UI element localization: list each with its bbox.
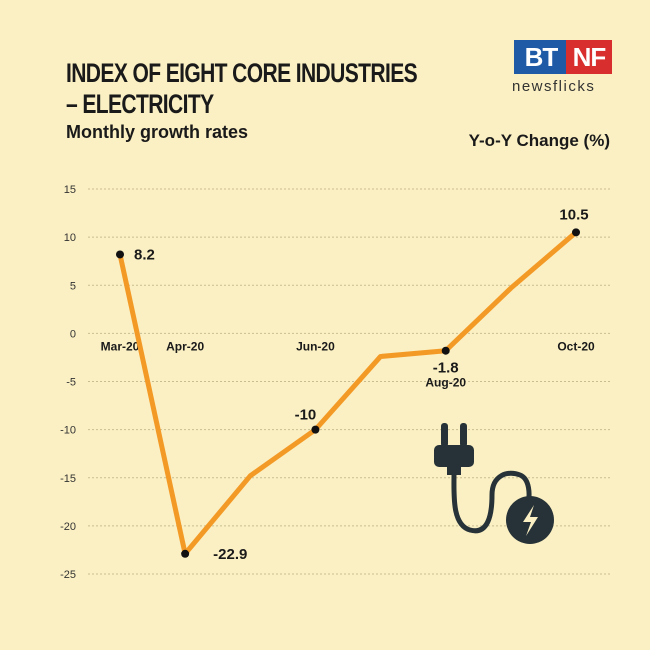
y-tick-label: -10 [60, 425, 76, 437]
x-tick-label: Apr-20 [166, 339, 204, 353]
gridlines [88, 188, 612, 575]
title-line-1: INDEX OF EIGHT CORE INDUSTRIES [66, 58, 418, 88]
y-axis-unit-label: Y-o-Y Change (%) [468, 131, 610, 150]
series-electricity [116, 228, 580, 558]
title-line-2: – ELECTRICITY [66, 89, 214, 119]
y-axis-ticks: 15 10 5 0 -5 -10 -15 -20 -25 [60, 184, 76, 581]
data-label: -22.9 [213, 546, 247, 563]
y-tick-label: 5 [70, 280, 76, 292]
plug-with-lightning-icon [434, 423, 554, 544]
x-tick-label: Aug-20 [425, 376, 466, 390]
y-tick-label: -20 [60, 521, 76, 533]
y-tick-label: 15 [64, 184, 76, 196]
y-tick-label: -25 [60, 569, 76, 581]
data-label: 8.2 [134, 246, 155, 263]
data-labels: 8.2 -22.9 -10 -1.8 10.5 [134, 206, 589, 562]
data-label: 10.5 [559, 206, 588, 223]
x-tick-label: Jun-20 [296, 339, 335, 353]
logo-nf-block: NF [566, 40, 612, 74]
data-point [116, 250, 124, 259]
logo-bt-block: BT [514, 40, 568, 74]
bt-newsflicks-logo: BT NF newsflicks [509, 40, 612, 96]
y-tick-label: 0 [70, 328, 76, 340]
data-point [441, 346, 450, 355]
x-tick-label: Oct-20 [557, 339, 595, 353]
data-point [311, 425, 320, 434]
x-axis-ticks: Mar-20 Apr-20 Jun-20 Oct-20 Aug-20 [101, 339, 595, 389]
y-tick-label: 10 [64, 232, 76, 244]
x-tick-label: Mar-20 [101, 339, 140, 353]
series-line [117, 229, 579, 557]
data-label: -10 [295, 407, 317, 424]
logo-tagline: newsflicks [512, 78, 596, 95]
y-tick-label: -15 [60, 473, 76, 485]
chart-title: INDEX OF EIGHT CORE INDUSTRIES – ELECTRI… [66, 58, 418, 120]
chart-subtitle: Monthly growth rates [66, 122, 249, 142]
y-tick-label: -5 [66, 377, 76, 389]
data-point [181, 549, 190, 558]
data-label: -1.8 [433, 360, 459, 377]
data-point [572, 228, 580, 237]
